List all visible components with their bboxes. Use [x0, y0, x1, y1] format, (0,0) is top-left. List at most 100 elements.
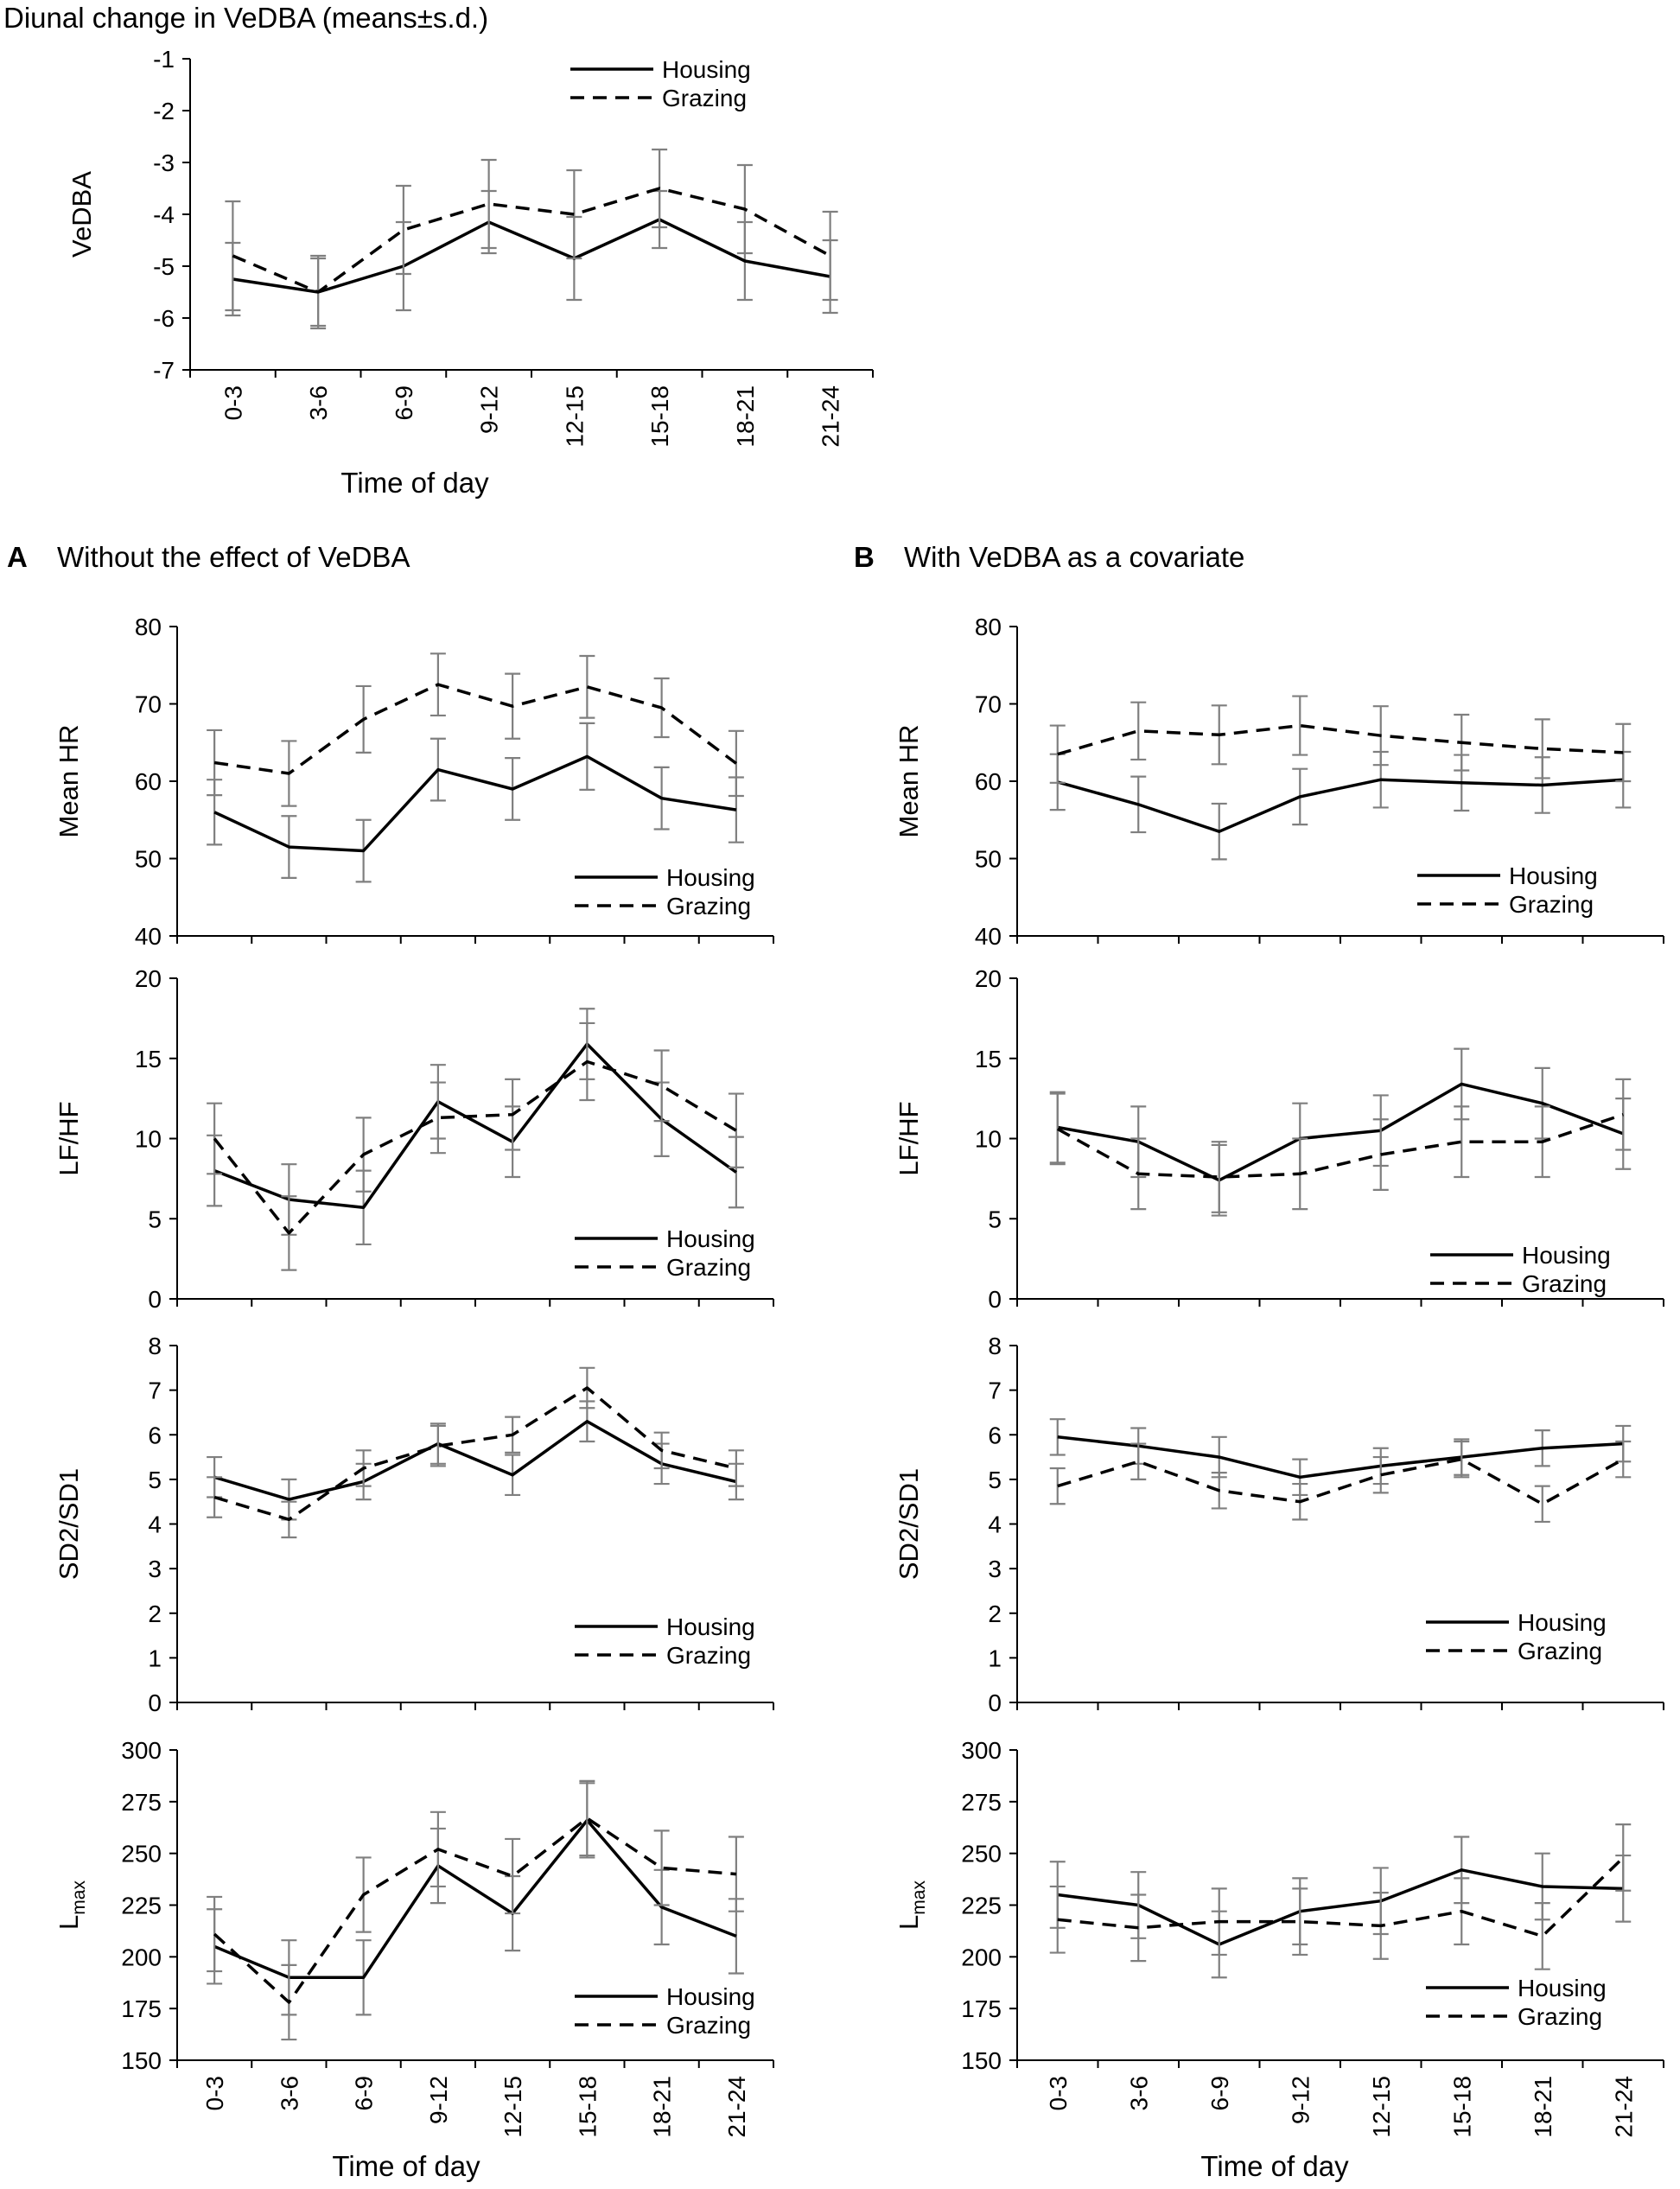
- x-tick-label: 21-24: [723, 2076, 750, 2138]
- legend-label-housing: Housing: [666, 1983, 755, 2010]
- series-line-housing: [213, 1420, 737, 1501]
- y-tick-label: 5: [988, 1467, 1002, 1493]
- chart-b-lmax: 150 175 200 225 250 275 300 0-3 3-6 6-9 9-12 12-15 1…: [894, 1737, 1664, 2182]
- y-tick-label: 15: [975, 1046, 1002, 1072]
- y-tick-label: 70: [135, 691, 162, 718]
- y-tick-label: 225: [961, 1893, 1002, 1919]
- y-tick-label: 50: [975, 846, 1002, 873]
- y-tick-label: 6: [148, 1422, 162, 1448]
- x-tick-label: 3-6: [276, 2076, 302, 2110]
- y-tick-label: 40: [135, 923, 162, 950]
- series-housing: [207, 1008, 744, 1246]
- legend-label-grazing: Grazing: [1518, 2003, 1602, 2030]
- series-housing: [207, 722, 744, 883]
- series-housing: [1049, 1047, 1632, 1217]
- series-line-grazing: [213, 683, 737, 775]
- y-tick-label: 5: [988, 1206, 1002, 1232]
- y-tick-label: -1: [153, 46, 175, 73]
- x-tick-label: 15-18: [1448, 2076, 1475, 2138]
- y-tick-label: 60: [975, 768, 1002, 795]
- series-grazing: [207, 652, 744, 807]
- legend-label-housing: Housing: [1509, 862, 1598, 889]
- series-line-housing: [232, 218, 830, 294]
- panel-a-letter: A: [7, 541, 28, 573]
- chart-vedba: -7 -6 -5 -4 -3 -2 -1 0-3 3-6 6-9 9-12 12-15 15-18 18-…: [67, 46, 874, 499]
- y-tick-label: 1: [148, 1645, 162, 1671]
- series-grazing: [207, 1366, 744, 1539]
- x-tick-label: 12-15: [561, 385, 588, 448]
- legend-label-grazing: Grazing: [666, 2012, 751, 2039]
- x-tick-label: 12-15: [500, 2076, 526, 2138]
- y-tick-label: 200: [121, 1944, 162, 1970]
- y-tick-label: 8: [988, 1333, 1002, 1359]
- series-line-housing: [213, 1818, 737, 1980]
- series-line-grazing: [1056, 1113, 1624, 1179]
- y-tick-label: 250: [961, 1841, 1002, 1868]
- x-tick-label: 18-21: [1530, 2076, 1556, 2138]
- y-axis-title: LF/HF: [54, 1101, 84, 1175]
- y-tick-label: 80: [135, 614, 162, 640]
- panel-b-letter: B: [854, 541, 875, 573]
- y-tick-label: 50: [135, 846, 162, 873]
- y-tick-label: 6: [988, 1422, 1002, 1448]
- y-tick-label: 10: [975, 1126, 1002, 1153]
- y-tick-label: 70: [975, 691, 1002, 718]
- y-tick-label: 275: [121, 1789, 162, 1816]
- panel-b-title: With VeDBA as a covariate: [904, 541, 1245, 573]
- x-tick-label: 21-24: [1610, 2076, 1637, 2138]
- y-axis-title: Mean HR: [894, 725, 924, 838]
- x-tick-label: 0-3: [201, 2076, 228, 2110]
- y-tick-label: 7: [148, 1378, 162, 1404]
- legend-label-grazing: Grazing: [1509, 891, 1594, 918]
- series-line-housing: [1057, 1082, 1624, 1182]
- x-axis-title: Time of day: [340, 467, 489, 499]
- y-axis-title: Lmax: [54, 1880, 89, 1930]
- y-axis-title: VeDBA: [67, 171, 97, 258]
- y-tick-label: -6: [153, 305, 175, 332]
- x-tick-label: 3-6: [1125, 2076, 1152, 2110]
- y-tick-label: -5: [153, 253, 175, 280]
- series-line-housing: [1057, 1435, 1624, 1479]
- series-grazing: [1049, 695, 1632, 784]
- legend-label-housing: Housing: [666, 864, 755, 891]
- y-tick-label: 200: [961, 1944, 1002, 1970]
- y-tick-label: 8: [148, 1333, 162, 1359]
- y-tick-label: 175: [961, 1995, 1002, 2022]
- x-tick-label: 12-15: [1368, 2076, 1395, 2138]
- series-housing: [1049, 750, 1632, 861]
- series-line-housing: [1057, 1868, 1624, 1946]
- series-line-grazing: [1057, 1856, 1625, 1938]
- y-tick-label: 10: [135, 1126, 162, 1153]
- series-line-housing: [213, 754, 737, 853]
- legend-label-housing: Housing: [662, 56, 751, 83]
- series-grazing: [1049, 1078, 1632, 1213]
- legend-label-grazing: Grazing: [1522, 1270, 1607, 1297]
- y-tick-label: -7: [153, 357, 175, 384]
- y-tick-label: 0: [148, 1689, 162, 1716]
- series-housing: [225, 189, 838, 330]
- figure-title: Diunal change in VeDBA (means±s.d.): [3, 2, 489, 34]
- legend-label-housing: Housing: [1518, 1609, 1607, 1636]
- y-tick-label: 300: [961, 1737, 1002, 1764]
- series-housing: [207, 1782, 744, 2016]
- y-tick-label: 0: [148, 1286, 162, 1313]
- y-axis-title: LF/HF: [894, 1101, 924, 1175]
- legend-label-housing: Housing: [666, 1613, 755, 1640]
- series-line-grazing: [213, 1060, 737, 1235]
- x-tick-label: 6-9: [1206, 2076, 1233, 2110]
- x-tick-label: 21-24: [818, 385, 844, 448]
- x-tick-label: 0-3: [220, 385, 246, 420]
- y-tick-label: -4: [153, 201, 175, 228]
- legend-label-grazing: Grazing: [662, 85, 747, 111]
- y-tick-label: 4: [988, 1511, 1002, 1538]
- y-tick-label: 20: [135, 965, 162, 992]
- panel-a-title: Without the effect of VeDBA: [57, 541, 410, 573]
- y-axis-title: Mean HR: [54, 725, 84, 838]
- x-tick-label: 15-18: [646, 385, 673, 448]
- y-tick-label: 15: [135, 1046, 162, 1072]
- y-axis-title: SD2/SD1: [894, 1468, 924, 1580]
